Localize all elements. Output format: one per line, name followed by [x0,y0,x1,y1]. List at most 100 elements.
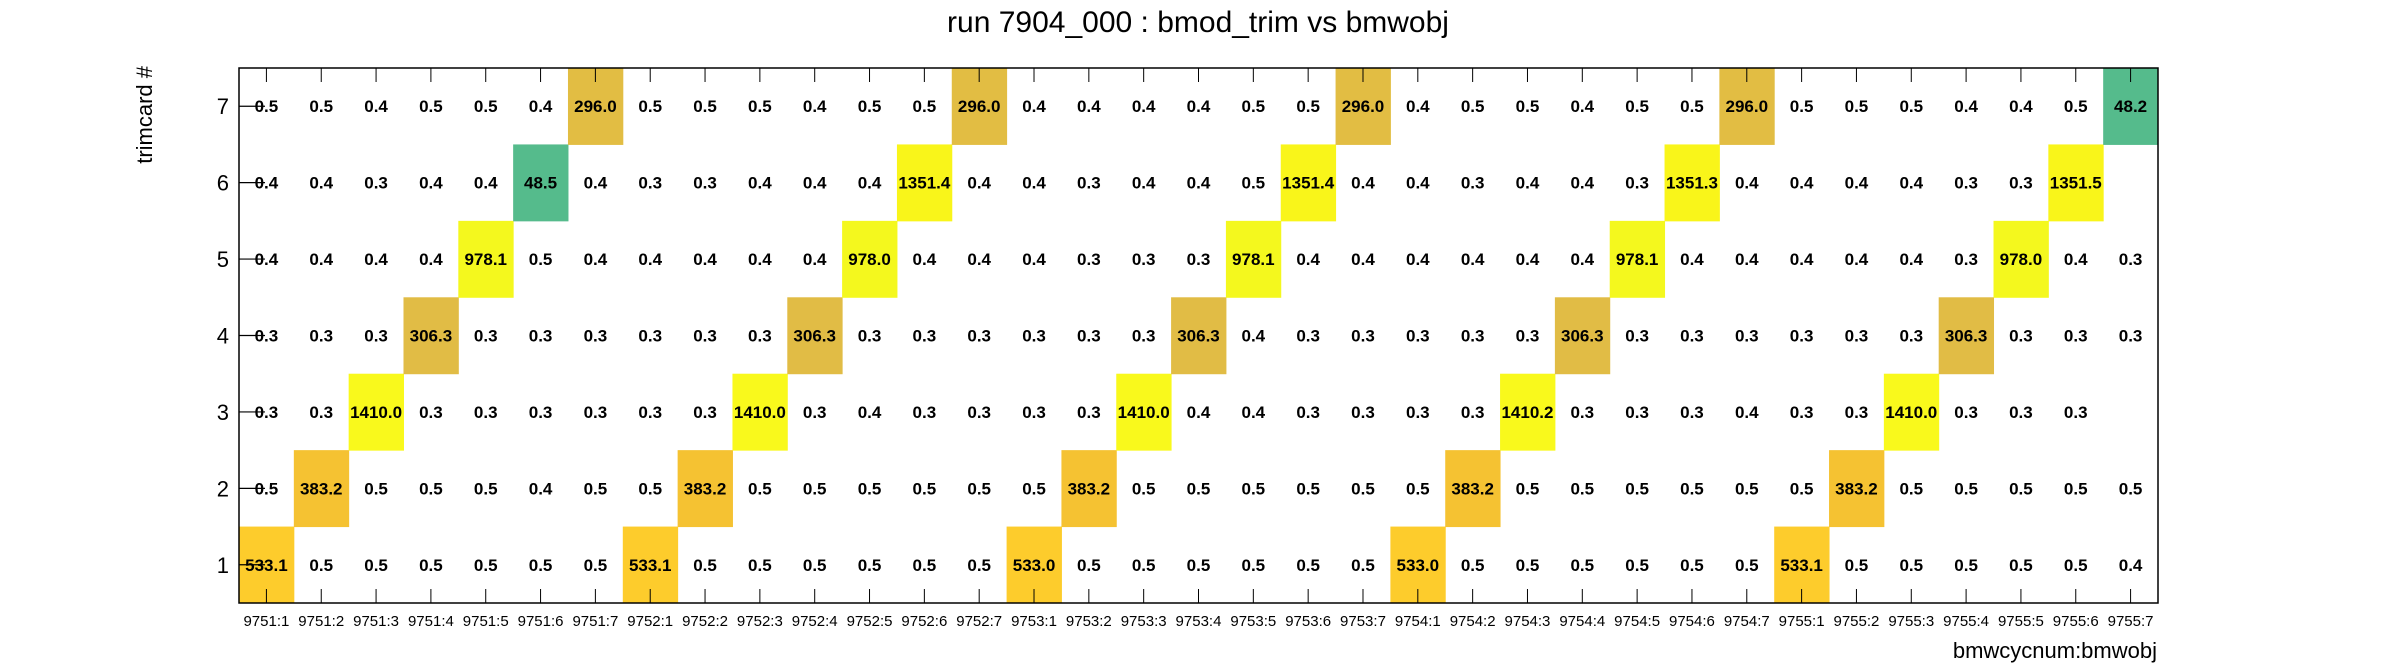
x-tick-label: 9751:2 [298,613,344,630]
cell-value-label: 0.3 [419,403,443,422]
cell-value-label: 0.4 [1899,174,1923,193]
cell-value-label: 0.5 [1899,97,1923,116]
cell-value-label: 0.3 [364,327,388,346]
cell-value-label: 0.5 [2064,479,2088,498]
x-tick-label: 9751:3 [353,613,399,630]
cell-value-label: 978.1 [464,250,507,269]
cell-value-label: 0.4 [2009,97,2033,116]
cell-value-label: 383.2 [1068,479,1111,498]
y-tick-label: 4 [217,324,229,349]
cell-value-label: 0.5 [2119,479,2143,498]
heatmap-cell [2048,144,2104,222]
cell-value-label: 0.5 [1680,479,1704,498]
cell-value-label: 1410.0 [350,403,402,422]
cell-value-label: 0.5 [858,479,882,498]
cell-value-label: 0.5 [638,97,662,116]
heatmap-cell [842,220,898,298]
cell-value-label: 0.4 [748,250,772,269]
cell-value-label: 0.3 [967,327,991,346]
cell-value-label: 0.3 [1077,174,1101,193]
cell-value-label: 0.5 [2064,97,2088,116]
heatmap-cell [1554,297,1611,375]
x-tick-label: 9754:3 [1505,613,1551,630]
cell-value-label: 0.5 [1516,556,1540,575]
cell-value-label: 0.4 [1570,97,1594,116]
cell-value-label: 0.4 [1242,327,1266,346]
cell-value-label: 978.0 [2000,250,2043,269]
y-tick-label: 7 [217,94,229,119]
cell-value-label: 0.4 [1680,250,1704,269]
x-tick-label: 9755:5 [1998,613,2044,630]
cell-value-label: 0.5 [1077,556,1101,575]
cell-value-label: 0.5 [1899,556,1923,575]
cell-value-label: 1410.0 [1118,403,1170,422]
x-tick-label: 9751:6 [518,613,564,630]
cell-value-label: 533.1 [245,556,288,575]
cell-value-label: 0.5 [1132,479,1156,498]
cell-value-label: 1410.0 [1885,403,1937,422]
x-tick-label: 9753:1 [1011,613,1057,630]
cell-value-label: 0.5 [967,479,991,498]
cell-value-label: 0.3 [1406,403,1430,422]
cell-value-label: 0.3 [2064,327,2088,346]
cell-value-label: 0.3 [1461,403,1485,422]
x-tick-label: 9751:4 [408,613,454,630]
cell-value-label: 0.3 [2119,250,2143,269]
heatmap-cell [458,220,514,298]
cell-value-label: 0.4 [693,250,717,269]
cell-value-label: 0.5 [1735,479,1759,498]
cell-value-label: 0.4 [309,174,333,193]
cell-value-label: 0.3 [1625,327,1649,346]
x-tick-label: 9754:2 [1450,613,1496,630]
x-tick-label: 9753:6 [1285,613,1331,630]
x-tick-label: 9754:7 [1724,613,1770,630]
cell-value-label: 0.3 [1845,327,1869,346]
cell-value-label: 0.5 [1406,479,1430,498]
cell-value-label: 0.3 [2009,403,2033,422]
cell-value-label: 0.5 [1625,479,1649,498]
x-tick-label: 9752:1 [627,613,673,630]
cell-value-label: 0.3 [1954,250,1978,269]
cell-value-label: 0.4 [638,250,662,269]
heatmap-cell [403,297,459,375]
cell-value-label: 0.3 [1022,327,1046,346]
cell-value-label: 0.5 [309,97,333,116]
heatmap-cell [1280,144,1337,222]
cell-value-label: 0.4 [1735,403,1759,422]
cell-value-label: 296.0 [958,97,1001,116]
heatmap-cell [1829,450,1885,528]
heatmap-cell [787,297,843,375]
x-tick-label: 9753:5 [1230,613,1276,630]
cell-value-label: 0.4 [529,479,553,498]
cell-value-label: 0.4 [803,97,827,116]
x-tick-label: 9754:5 [1614,613,1660,630]
cell-value-label: 0.5 [1680,97,1704,116]
cell-value-label: 0.4 [1845,174,1869,193]
cell-value-label: 1351.4 [1282,174,1335,193]
cell-value-label: 0.5 [1845,97,1869,116]
x-tick-label: 9755:7 [2108,613,2154,630]
cell-value-label: 0.4 [1570,250,1594,269]
cell-value-label: 533.1 [1780,556,1823,575]
cell-value-label: 0.4 [1406,174,1430,193]
cell-value-label: 0.3 [584,327,608,346]
cell-value-label: 0.3 [309,403,333,422]
x-tick-label: 9752:4 [792,613,838,630]
heatmap-cell [293,450,350,528]
cell-value-label: 0.4 [1022,174,1046,193]
heatmap-cell [1225,220,1282,298]
cell-value-label: 1351.4 [898,174,951,193]
cell-value-label: 0.5 [913,479,937,498]
x-tick-label: 9751:1 [243,613,289,630]
heatmap-cell [1445,450,1501,528]
x-tick-label: 9753:7 [1340,613,1386,630]
x-tick-label: 9753:2 [1066,613,1112,630]
cell-value-label: 0.4 [748,174,772,193]
cell-value-label: 0.5 [748,556,772,575]
x-axis-title: bmwcycnum:bmwobj [1953,638,2157,663]
cell-value-label: 0.4 [1406,250,1430,269]
x-tick-label: 9753:4 [1176,613,1222,630]
cell-value-label: 0.3 [1845,403,1869,422]
cell-value-label: 0.5 [529,250,553,269]
